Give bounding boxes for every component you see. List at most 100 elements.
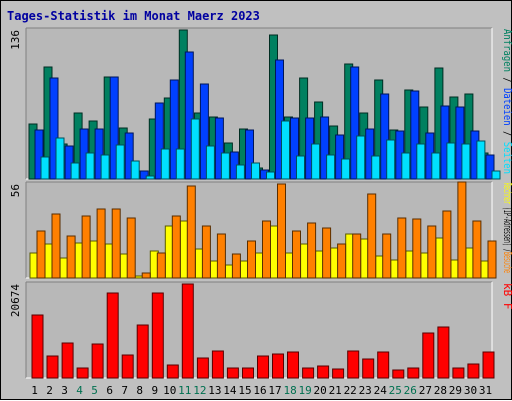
bar-top-seiten-day-2 xyxy=(55,137,65,180)
bar-top-dateien-day-6 xyxy=(109,76,119,180)
bar-middle-besuche-day-30 xyxy=(472,220,482,279)
panel-bottom-ymax-label: 20674 xyxy=(9,284,22,317)
bar-top-seiten-day-8 xyxy=(145,175,155,180)
bar-top-seiten-day-5 xyxy=(100,154,110,180)
bar-top-seiten-day-24 xyxy=(386,139,396,180)
bar-bottom-kb-f-day-21 xyxy=(332,368,345,379)
panel-middle-legend: Rechner (IP-Adressen) /Besuche xyxy=(501,183,512,273)
legend-entry: Dateien xyxy=(501,88,512,126)
x-tick-label: 14 xyxy=(223,384,237,397)
bar-bottom-kb-f-day-1 xyxy=(31,314,44,379)
bar-top-seiten-day-16 xyxy=(266,171,275,180)
bar-top-seiten-day-23 xyxy=(371,155,381,180)
bar-top-seiten-day-4 xyxy=(85,152,95,180)
bar-bottom-kb-f-day-3 xyxy=(61,342,74,379)
panel-bottom-legend: kB F xyxy=(501,283,512,310)
series-besuche xyxy=(36,181,497,279)
bar-bottom-kb-f-day-31 xyxy=(482,351,495,379)
bar-middle-besuche-day-10 xyxy=(171,215,181,279)
bar-bottom-kb-f-day-8 xyxy=(136,324,149,379)
x-tick-label: 12 xyxy=(193,384,206,397)
bar-bottom-kb-f-day-22 xyxy=(347,350,360,379)
bar-top-seiten-day-10 xyxy=(175,148,185,180)
bar-bottom-kb-f-day-18 xyxy=(287,351,299,379)
bar-middle-besuche-day-14 xyxy=(231,253,241,279)
bar-top-dateien-day-12 xyxy=(199,83,209,180)
legend-entry: / xyxy=(501,126,512,142)
bar-top-seiten-day-13 xyxy=(220,152,230,180)
x-tick-label: 26 xyxy=(404,384,417,397)
bar-top-seiten-day-25 xyxy=(401,152,411,180)
bar-middle-besuche-day-21 xyxy=(337,243,347,279)
bar-middle-besuche-day-24 xyxy=(382,233,392,279)
panel-middle-ymax-label: 56 xyxy=(9,184,22,197)
legend-entry: Rechner xyxy=(501,183,512,204)
x-tick-label: 31 xyxy=(479,384,492,397)
bar-top-dateien-day-23 xyxy=(365,128,375,180)
panel-top: 136 Anfragen / Dateien / Seiten xyxy=(9,27,512,180)
panel-middle: 56 Rechner (IP-Adressen) /Besuche xyxy=(9,181,512,279)
bar-top-seiten-day-14 xyxy=(235,164,245,180)
bar-top-seiten-day-21 xyxy=(341,158,351,180)
bar-top-seiten-day-19 xyxy=(311,143,321,180)
bar-middle-besuche-day-1 xyxy=(36,230,46,279)
x-tick-label: 15 xyxy=(238,384,251,397)
bar-middle-besuche-day-7 xyxy=(126,217,136,279)
bar-bottom-kb-f-day-27 xyxy=(422,332,435,379)
chart-title: Tages-Statistik im Monat Maerz 2023 xyxy=(7,9,260,23)
bar-top-seiten-day-29 xyxy=(461,143,471,180)
bar-middle-besuche-day-25 xyxy=(397,217,407,279)
bar-middle-besuche-day-28 xyxy=(442,210,452,279)
bar-middle-besuche-day-15 xyxy=(247,240,256,279)
bar-top-seiten-day-9 xyxy=(160,148,170,180)
bar-middle-besuche-day-22 xyxy=(352,233,362,279)
legend-entry: Seiten xyxy=(501,142,512,174)
bar-top-seiten-day-6 xyxy=(115,144,125,180)
bar-top-seiten-day-27 xyxy=(431,152,441,180)
bar-top-dateien-day-9 xyxy=(154,102,164,180)
bar-top-dateien-day-10 xyxy=(169,79,179,180)
bar-top-seiten-day-31 xyxy=(491,170,501,180)
bar-top-seiten-day-11 xyxy=(190,118,200,180)
bar-top-dateien-day-18 xyxy=(290,117,299,180)
legend-entry: Besuche xyxy=(501,252,512,273)
bar-bottom-kb-f-day-28 xyxy=(437,326,450,379)
bar-bottom-kb-f-day-29 xyxy=(452,367,465,379)
bar-top-dateien-day-29 xyxy=(455,106,465,180)
x-tick-label: 18 xyxy=(283,384,296,397)
bar-top-dateien-day-21 xyxy=(335,134,345,180)
bar-top-dateien-day-7 xyxy=(124,132,134,180)
bar-middle-besuche-day-13 xyxy=(216,233,226,279)
bar-bottom-kb-f-day-19 xyxy=(302,367,315,379)
bar-middle-besuche-day-23 xyxy=(367,193,377,279)
bar-bottom-kb-f-day-7 xyxy=(121,354,134,379)
bar-middle-besuche-day-26 xyxy=(412,218,422,279)
bar-middle-besuche-day-27 xyxy=(427,225,437,279)
x-tick-label: 9 xyxy=(151,384,158,397)
bar-middle-besuche-day-11 xyxy=(186,185,196,279)
x-tick-label: 29 xyxy=(449,384,462,397)
bar-top-seiten-day-17 xyxy=(281,120,290,180)
x-tick-label: 23 xyxy=(359,384,372,397)
bar-bottom-kb-f-day-12 xyxy=(196,357,209,379)
bar-top-seiten-day-7 xyxy=(130,160,140,180)
bar-top-dateien-day-1 xyxy=(34,129,44,180)
bar-top-dateien-day-31 xyxy=(485,154,495,180)
panel-top-legend: Anfragen / Dateien / Seiten xyxy=(501,29,512,174)
series-kb-f xyxy=(31,283,495,379)
x-tick-label: 30 xyxy=(464,384,477,397)
bar-middle-besuche-day-6 xyxy=(111,208,121,279)
bar-bottom-kb-f-day-9 xyxy=(151,292,164,379)
bar-top-dateien-day-17 xyxy=(275,59,284,180)
x-tick-label: 13 xyxy=(208,384,221,397)
x-tick-label: 1 xyxy=(31,384,38,397)
bar-bottom-kb-f-day-10 xyxy=(166,364,179,379)
bar-top-dateien-day-26 xyxy=(410,90,420,180)
x-tick-label: 2 xyxy=(46,384,53,397)
bar-bottom-kb-f-day-6 xyxy=(106,292,119,379)
x-tick-label: 4 xyxy=(76,384,83,397)
bar-top-seiten-day-30 xyxy=(476,140,486,180)
x-tick-label: 22 xyxy=(344,384,357,397)
x-tick-label: 16 xyxy=(253,384,266,397)
